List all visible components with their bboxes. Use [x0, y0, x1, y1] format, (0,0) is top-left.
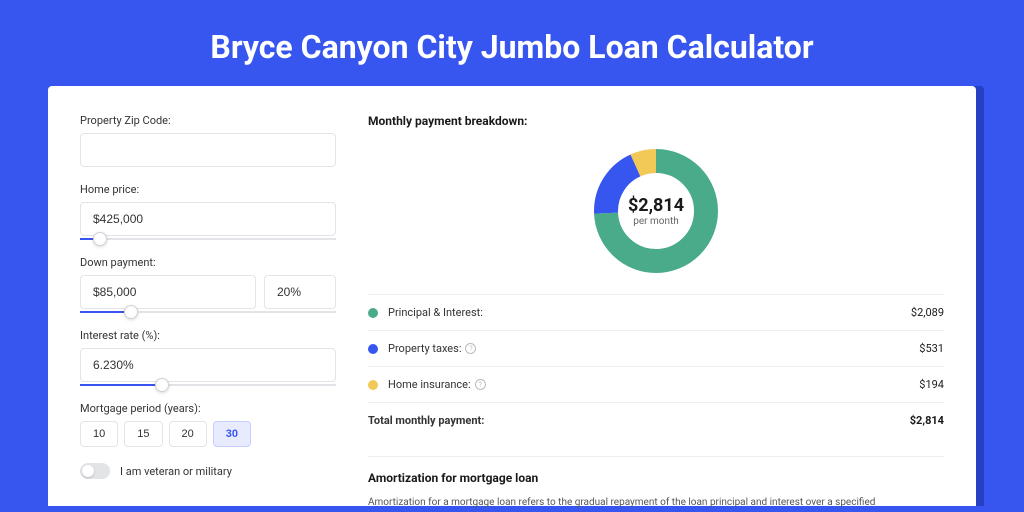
- legend-value: $531: [919, 342, 944, 355]
- mortgage-period-field: Mortgage period (years): 1015 2030: [80, 402, 336, 447]
- breakdown-panel: Monthly payment breakdown: $2,814 per mo…: [360, 114, 944, 506]
- legend-total-label: Total monthly payment:: [368, 414, 910, 427]
- donut-sub: per month: [633, 216, 679, 227]
- mortgage-period-pill-20[interactable]: 20: [169, 421, 207, 447]
- amortization-heading: Amortization for mortgage loan: [368, 456, 944, 485]
- down-payment-pct-input[interactable]: [264, 275, 336, 309]
- interest-rate-input[interactable]: [80, 348, 336, 382]
- home-price-input[interactable]: [80, 202, 336, 236]
- legend-row: Principal & Interest:$2,089: [368, 295, 944, 331]
- veteran-toggle-label: I am veteran or military: [120, 465, 232, 478]
- legend-row: Home insurance: ?$194: [368, 367, 944, 403]
- legend-total-value: $2,814: [910, 414, 944, 427]
- home-price-slider-thumb[interactable]: [93, 232, 107, 246]
- form-panel: Property Zip Code: Home price: Down paym…: [80, 114, 360, 506]
- legend-dot: [368, 308, 378, 318]
- legend-total-row: Total monthly payment:$2,814: [368, 403, 944, 438]
- page-title: Bryce Canyon City Jumbo Loan Calculator: [0, 0, 1024, 86]
- veteran-toggle-knob: [82, 465, 94, 477]
- home-price-label: Home price:: [80, 183, 336, 196]
- donut-center: $2,814 per month: [591, 146, 721, 276]
- legend-row: Property taxes: ?$531: [368, 331, 944, 367]
- donut-amount: $2,814: [628, 195, 684, 216]
- down-payment-amount-input[interactable]: [80, 275, 256, 309]
- legend-dot: [368, 380, 378, 390]
- zip-input[interactable]: [80, 133, 336, 167]
- mortgage-period-pill-10[interactable]: 10: [80, 421, 118, 447]
- interest-rate-label: Interest rate (%):: [80, 329, 336, 342]
- mortgage-period-label: Mortgage period (years):: [80, 402, 336, 415]
- zip-field: Property Zip Code:: [80, 114, 336, 167]
- mortgage-period-pill-30[interactable]: 30: [213, 421, 251, 447]
- legend-value: $2,089: [911, 306, 944, 319]
- breakdown-heading: Monthly payment breakdown:: [368, 114, 944, 138]
- legend-value: $194: [919, 378, 944, 391]
- home-price-field: Home price:: [80, 183, 336, 240]
- veteran-row: I am veteran or military: [80, 463, 336, 479]
- legend: Principal & Interest:$2,089Property taxe…: [368, 294, 944, 438]
- legend-dot: [368, 344, 378, 354]
- down-payment-slider-thumb[interactable]: [124, 305, 138, 319]
- legend-label: Principal & Interest:: [388, 306, 911, 319]
- interest-rate-slider-thumb[interactable]: [155, 378, 169, 392]
- legend-label: Property taxes: ?: [388, 342, 919, 355]
- down-payment-slider[interactable]: [80, 311, 336, 313]
- calculator-card: Property Zip Code: Home price: Down paym…: [48, 86, 976, 506]
- down-payment-field: Down payment:: [80, 256, 336, 313]
- interest-rate-slider[interactable]: [80, 384, 336, 386]
- zip-label: Property Zip Code:: [80, 114, 336, 127]
- info-icon[interactable]: ?: [475, 379, 486, 390]
- info-icon[interactable]: ?: [465, 343, 476, 354]
- amortization-text: Amortization for a mortgage loan refers …: [368, 495, 944, 510]
- home-price-slider[interactable]: [80, 238, 336, 240]
- down-payment-label: Down payment:: [80, 256, 336, 269]
- interest-rate-slider-fill: [80, 384, 162, 386]
- donut-chart: $2,814 per month: [591, 146, 721, 276]
- mortgage-period-pill-15[interactable]: 15: [124, 421, 162, 447]
- veteran-toggle[interactable]: [80, 463, 110, 479]
- mortgage-period-pills: 1015 2030: [80, 421, 336, 447]
- interest-rate-field: Interest rate (%):: [80, 329, 336, 386]
- donut-wrap: $2,814 per month: [368, 138, 944, 294]
- legend-label: Home insurance: ?: [388, 378, 919, 391]
